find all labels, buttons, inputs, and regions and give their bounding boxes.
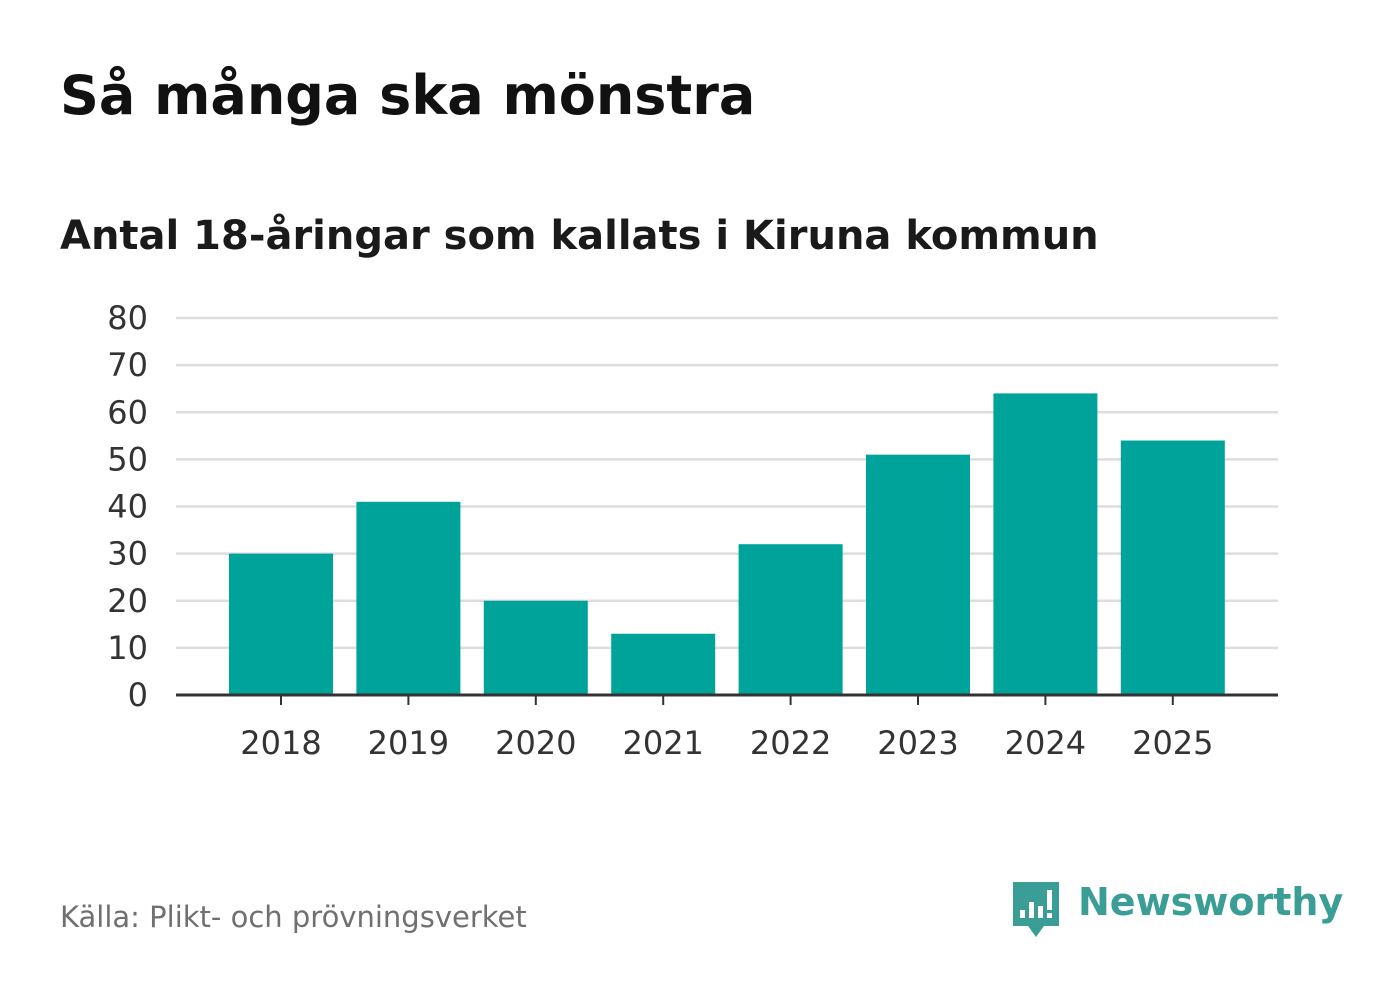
y-tick-label: 70 [107,346,148,384]
x-tick-label: 2021 [622,724,703,762]
brand-logo: Newsworthy [1010,878,1343,940]
brand-name: Newsworthy [1078,880,1344,924]
y-tick-label: 30 [107,535,148,573]
x-tick-label: 2024 [1005,724,1086,762]
logo-bar [1029,902,1034,918]
gridlines [176,316,1278,650]
x-tick-label: 2020 [495,724,576,762]
bar [611,633,716,695]
bar [229,553,333,695]
x-tick-label: 2025 [1132,724,1213,762]
bar [483,600,588,695]
y-tick-label: 80 [107,299,148,337]
bar [993,393,1098,695]
y-tick-label: 50 [107,440,148,478]
y-tick-label: 0 [128,676,148,714]
chart-subtitle: Antal 18-åringar som kallats i Kiruna ko… [60,213,1099,259]
logo-bar [1038,906,1043,918]
y-tick-label: 40 [107,488,148,526]
source-note: Källa: Plikt- och prövningsverket [60,900,527,934]
logo-exclamation-bar [1047,890,1052,910]
logo-exclamation-dot [1047,913,1052,918]
x-axis [176,693,1278,705]
bar [866,454,970,695]
chart-title: Så många ska mönstra [60,64,756,127]
y-tick-label: 20 [107,582,148,620]
y-tick-label: 60 [107,393,148,431]
x-tick-label: 2019 [368,724,449,762]
y-tick-label: 10 [107,629,148,667]
bar [356,501,461,695]
x-tick-label: 2018 [240,724,321,762]
bars [229,393,1225,695]
x-tick-label: 2023 [877,724,958,762]
y-axis-tick-labels: 0 10 20 30 40 50 60 70 80 [107,299,148,714]
logo-bar [1020,910,1025,918]
bar [738,544,843,695]
x-tick-label: 2022 [750,724,831,762]
logo-speech-bubble-shape [1013,882,1059,937]
bar [1120,440,1225,695]
newsworthy-logo-icon [1013,882,1059,937]
x-axis-tick-labels: 2018 2019 2020 2021 2022 2023 2024 2025 [240,724,1213,762]
